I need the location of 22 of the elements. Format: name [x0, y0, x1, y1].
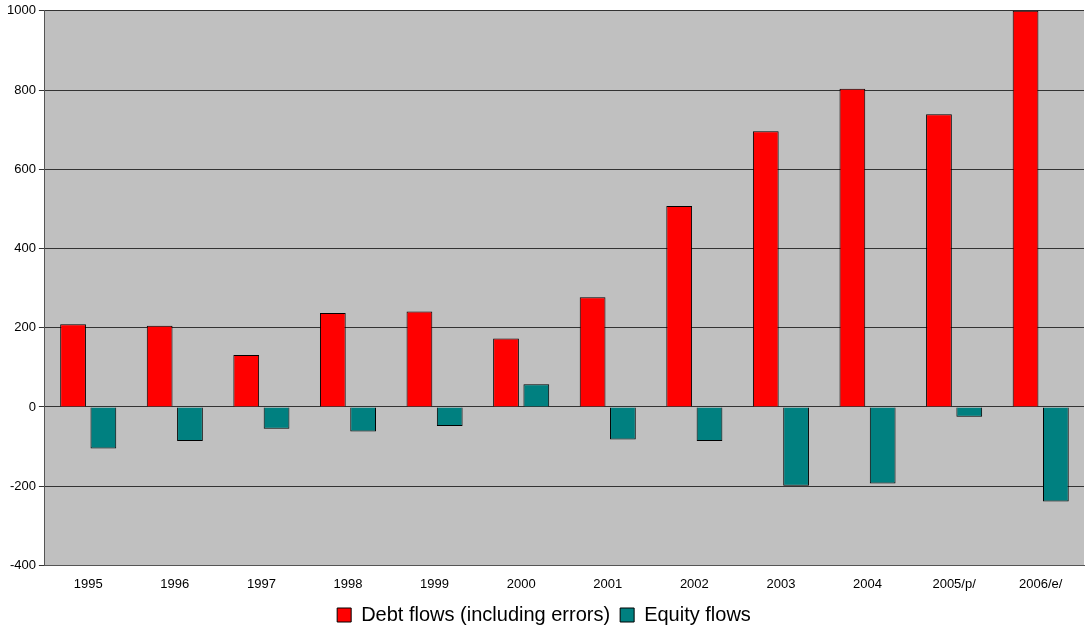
y-tick-label: 600 — [14, 160, 36, 176]
y-tick-label: -400 — [9, 556, 36, 572]
y-tick-label: 1000 — [7, 2, 36, 18]
x-tick-label: 2001 — [593, 575, 623, 591]
y-tick-label: 200 — [14, 319, 36, 335]
y-tick-label: 800 — [14, 81, 36, 97]
legend-label: Equity flows — [644, 602, 751, 625]
y-tick-label: -200 — [9, 477, 36, 493]
x-tick-label: 2002 — [679, 575, 709, 591]
x-tick-label: 2004 — [853, 575, 882, 591]
x-tick-label: 1999 — [420, 575, 450, 591]
x-tick-label: 2000 — [506, 575, 536, 591]
x-tick-label: 1998 — [333, 575, 363, 591]
y-tick-label: 0 — [28, 398, 36, 414]
x-tick-label: 1995 — [73, 575, 103, 591]
y-tick-label: 400 — [14, 240, 36, 256]
x-tick-label: 2003 — [766, 575, 796, 591]
x-tick-label: 1997 — [246, 575, 276, 591]
x-tick-label: 2006/e/ — [1019, 575, 1063, 591]
x-tick-label: 1996 — [160, 575, 190, 591]
x-tick-label: 2005/p/ — [932, 575, 977, 591]
legend-label: Debt flows (including errors) — [361, 602, 611, 625]
